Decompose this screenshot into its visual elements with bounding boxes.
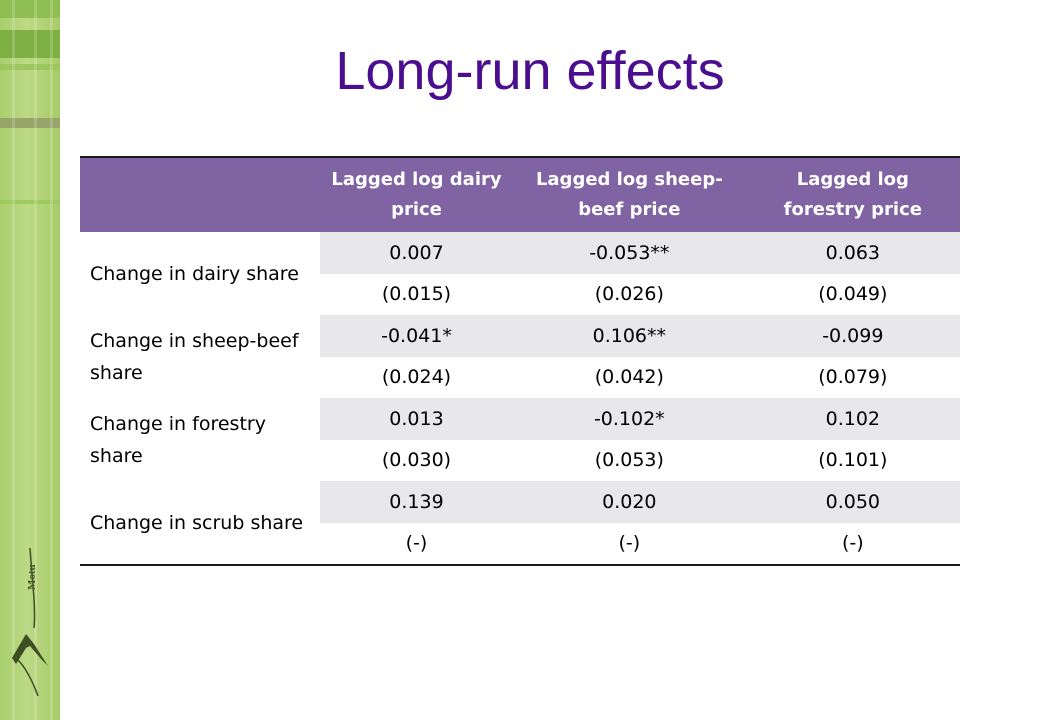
table-row-sheep-beef-stderr: (0.024) (0.042) (0.079) [80,356,960,398]
header-sheep-beef-price: Lagged log sheep-beef price [512,156,746,232]
table-row-forestry-estimate: Change in forestry share 0.013 -0.102* 0… [80,398,960,481]
side-streak [50,0,53,720]
row-label-sheep-beef-share: Change in sheep-beef share [80,315,320,398]
table-cell: (0.024) [320,356,513,398]
table-cell: 0.020 [512,481,746,523]
table-cell: (0.101) [745,439,960,481]
side-band [0,0,60,18]
results-table: Lagged log dairy price Lagged log sheep-… [80,156,960,566]
table-cell: (-) [745,522,960,566]
table-header-row: Lagged log dairy price Lagged log sheep-… [80,156,960,232]
side-decoration-bar: Motu [0,0,60,720]
side-band [0,30,60,58]
table-cell: (0.030) [320,439,513,481]
table-row-sheep-beef-estimate: Change in sheep-beef share -0.041* 0.106… [80,315,960,398]
side-band [0,64,60,70]
table-cell: (0.079) [745,356,960,398]
table-cell: (0.049) [745,273,960,315]
header-dairy-price: Lagged log dairy price [320,156,513,232]
side-band [0,200,60,204]
row-label-dairy-share: Change in dairy share [80,232,320,315]
table-cell: (-) [320,522,513,566]
table-row-scrub-estimate: Change in scrub share 0.139 0.020 0.050 [80,481,960,566]
table-cell: 0.050 [745,481,960,523]
table-row-dairy-stderr: (0.015) (0.026) (0.049) [80,273,960,315]
table-cell: 0.106** [512,315,746,357]
motu-mountain-logo-icon [12,548,48,697]
side-band [0,118,60,128]
table-cell: -0.041* [320,315,513,357]
table-row-scrub-stderr: (-) (-) (-) [80,522,960,566]
slide-title: Long-run effects [335,41,725,101]
row-label-scrub-share: Change in scrub share [80,481,320,566]
table-cell: 0.063 [745,232,960,274]
table-row-forestry-stderr: (0.030) (0.053) (0.101) [80,439,960,481]
table-cell: (0.053) [512,439,746,481]
table-cell: -0.099 [745,315,960,357]
header-corner-cell [80,156,320,232]
table-cell: -0.102* [512,398,746,440]
table-row-dairy-estimate: Change in dairy share 0.007 -0.053** 0.0… [80,232,960,315]
table-cell: (0.026) [512,273,746,315]
table-cell: 0.102 [745,398,960,440]
table-cell: 0.013 [320,398,513,440]
table-cell: -0.053** [512,232,746,274]
table-cell: (-) [512,522,746,566]
logo-wordmark: Motu [26,564,38,590]
table-cell: 0.007 [320,232,513,274]
table-cell: (0.015) [320,273,513,315]
side-streak [12,0,15,720]
table-cell: 0.139 [320,481,513,523]
header-forestry-price: Lagged log forestry price [745,156,960,232]
table-cell: (0.042) [512,356,746,398]
row-label-forestry-share: Change in forestry share [80,398,320,481]
side-streak [34,0,37,720]
